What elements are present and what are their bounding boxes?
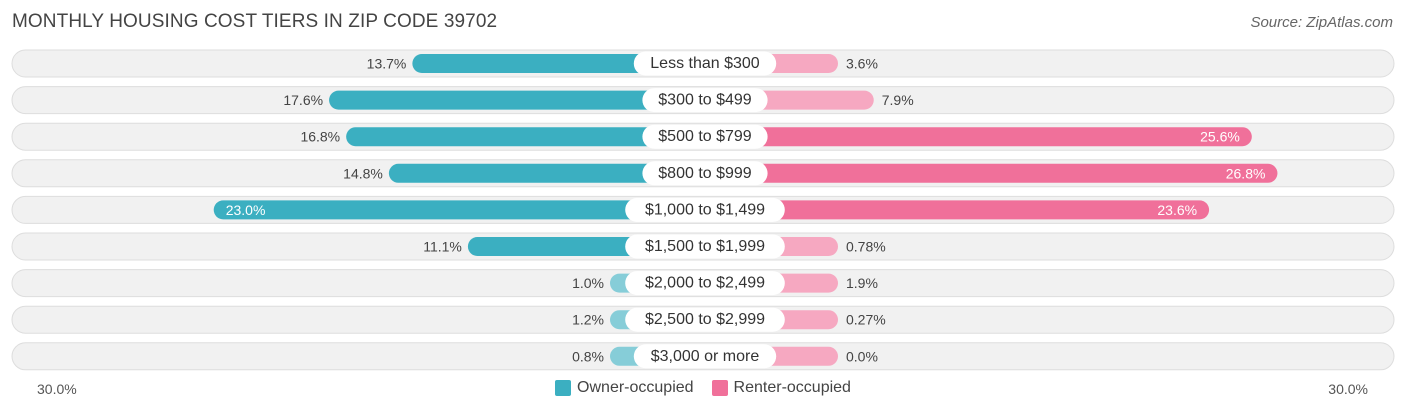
owner-value-label: 14.8%	[343, 165, 383, 181]
renter-value-label: 3.6%	[846, 56, 878, 72]
category-pill	[642, 124, 768, 149]
owner-bar	[346, 127, 705, 147]
renter-value-label: 23.6%	[1157, 202, 1197, 218]
owner-bar	[388, 163, 705, 183]
renter-value-label: 1.9%	[846, 275, 878, 291]
category-label: $500 to $799	[658, 128, 752, 145]
legend-swatch-owner	[555, 380, 572, 396]
renter-bar	[705, 200, 1210, 220]
legend-item-owner: Owner-occupied	[555, 379, 694, 397]
category-label: $3,000 or more	[651, 348, 760, 365]
owner-value-label: 11.1%	[423, 239, 462, 255]
category-label: $1,500 to $1,999	[645, 238, 765, 255]
owner-value-label: 17.6%	[283, 92, 323, 108]
owner-bar	[213, 200, 705, 220]
category-pill	[625, 307, 785, 332]
category-pill	[625, 234, 785, 259]
renter-value-label: 25.6%	[1200, 129, 1240, 145]
owner-bar	[412, 54, 705, 73]
category-pill	[633, 344, 777, 369]
owner-value-label: 13.7%	[367, 56, 407, 72]
category-label: $1,000 to $1,499	[645, 201, 765, 218]
legend-label-renter: Renter-occupied	[733, 379, 851, 396]
owner-value-label: 1.0%	[572, 275, 604, 291]
owner-value-label: 1.2%	[572, 312, 604, 328]
chart-plot: 13.7% 3.6% Less than $300 17.6% 7.9% $300 to …	[11, 49, 1395, 371]
source-credit: Source: ZipAtlas.com	[1250, 14, 1393, 31]
owner-bar	[329, 90, 705, 110]
legend-label-owner: Owner-occupied	[577, 379, 694, 396]
renter-value-label: 7.9%	[882, 92, 914, 108]
renter-value-label: 0.78%	[846, 239, 886, 255]
category-label: Less than $300	[650, 55, 760, 72]
renter-value-label: 0.0%	[846, 348, 878, 364]
chart-title: MONTHLY HOUSING COST TIERS IN ZIP CODE 3…	[12, 11, 498, 32]
renter-bar	[705, 127, 1252, 147]
axis-right-label: 30.0%	[1328, 381, 1368, 397]
legend: Owner-occupied Renter-occupied	[0, 379, 1406, 397]
category-label: $2,000 to $2,499	[645, 275, 765, 292]
category-label: $2,500 to $2,999	[645, 311, 765, 328]
category-pill	[625, 271, 785, 296]
category-pill	[625, 197, 785, 222]
category-label: $800 to $999	[658, 165, 752, 182]
owner-value-label: 16.8%	[300, 129, 340, 145]
category-pill	[642, 88, 768, 113]
category-label: $300 to $499	[658, 92, 752, 109]
category-pill	[633, 51, 777, 76]
owner-value-label: 0.8%	[572, 348, 604, 364]
renter-value-label: 0.27%	[846, 312, 886, 328]
legend-swatch-renter	[711, 380, 728, 396]
renter-bar	[705, 163, 1278, 183]
renter-value-label: 26.8%	[1226, 165, 1266, 181]
axis-left-label: 30.0%	[37, 381, 77, 397]
owner-value-label: 23.0%	[226, 202, 266, 218]
category-pill	[642, 161, 768, 186]
legend-item-renter: Renter-occupied	[711, 379, 851, 397]
